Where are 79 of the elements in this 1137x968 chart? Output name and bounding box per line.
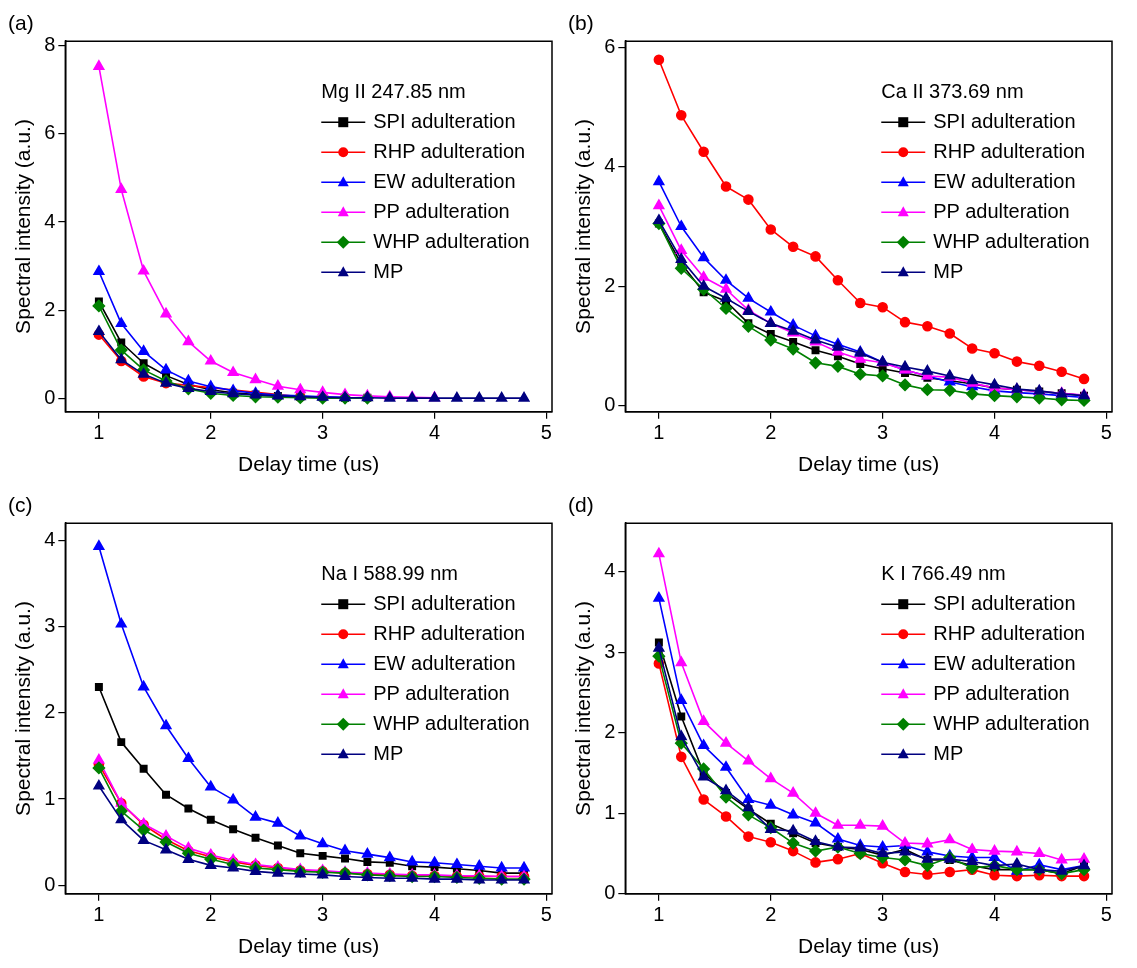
x-tick-label: 1 xyxy=(653,903,665,926)
x-tick-label: 5 xyxy=(540,421,552,444)
legend-label: RHP adulteration xyxy=(373,139,526,162)
chart-title: (d) xyxy=(568,493,594,517)
y-tick-label: 0 xyxy=(604,393,616,416)
legend-label: PP adulteration xyxy=(373,199,510,222)
y-tick-label: 2 xyxy=(44,297,56,320)
legend-title: K I 766.49 nm xyxy=(881,561,1006,584)
x-axis-title: Delay time (us) xyxy=(798,934,940,958)
y-tick-label: 6 xyxy=(44,121,56,144)
x-axis-title: Delay time (us) xyxy=(798,452,940,476)
legend-label: EW adulteration xyxy=(933,651,1076,674)
y-axis-title: Spectral intensity (a.u.) xyxy=(11,119,35,334)
legend-label: PP adulteration xyxy=(373,681,510,704)
x-tick-label: 4 xyxy=(428,421,441,444)
x-tick-label: 2 xyxy=(765,903,777,926)
legend-label: PP adulteration xyxy=(933,681,1070,704)
legend-label: EW adulteration xyxy=(933,169,1076,192)
x-tick-label: 4 xyxy=(988,421,1001,444)
y-tick-label: 4 xyxy=(44,209,56,232)
legend-label: MP xyxy=(933,741,964,764)
legend-label: MP xyxy=(373,741,404,764)
x-tick-label: 2 xyxy=(205,903,217,926)
legend-label: RHP adulteration xyxy=(933,621,1086,644)
legend-label: WHP adulteration xyxy=(933,229,1090,252)
legend-label: EW adulteration xyxy=(373,651,516,674)
legend-label: RHP adulteration xyxy=(373,621,526,644)
legend-label: MP xyxy=(933,259,964,282)
y-axis-title: Spectral intensity (a.u.) xyxy=(11,601,35,816)
x-tick-label: 3 xyxy=(317,903,329,926)
y-tick-label: 1 xyxy=(44,786,56,809)
legend-label: SPI adulteration xyxy=(933,109,1076,132)
y-tick-label: 6 xyxy=(604,34,616,57)
y-tick-label: 1 xyxy=(604,800,616,823)
x-tick-label: 3 xyxy=(317,421,329,444)
legend-title: Ca II 373.69 nm xyxy=(881,79,1024,102)
x-tick-label: 5 xyxy=(1100,421,1112,444)
legend-title: Na I 588.99 nm xyxy=(321,561,459,584)
x-tick-label: 5 xyxy=(540,903,552,926)
x-tick-label: 4 xyxy=(428,903,441,926)
y-tick-label: 8 xyxy=(44,33,56,56)
chart-title: (c) xyxy=(8,493,33,517)
x-axis-title: Delay time (us) xyxy=(238,934,380,958)
x-tick-label: 1 xyxy=(653,421,665,444)
legend-label: MP xyxy=(373,259,404,282)
x-tick-label: 1 xyxy=(93,421,105,444)
chart-title: (a) xyxy=(8,11,34,35)
x-tick-label: 2 xyxy=(765,421,777,444)
y-tick-label: 4 xyxy=(604,559,616,582)
y-tick-label: 2 xyxy=(44,700,56,723)
legend-label: SPI adulteration xyxy=(373,591,516,614)
legend-label: RHP adulteration xyxy=(933,139,1086,162)
y-tick-label: 0 xyxy=(44,386,56,409)
y-tick-label: 2 xyxy=(604,273,616,296)
legend-label: WHP adulteration xyxy=(933,711,1090,734)
chart-title: (b) xyxy=(568,11,594,35)
y-tick-label: 0 xyxy=(44,872,56,895)
y-tick-label: 4 xyxy=(44,527,56,550)
x-axis-title: Delay time (us) xyxy=(238,452,380,476)
x-tick-label: 5 xyxy=(1100,903,1112,926)
y-tick-label: 3 xyxy=(44,614,56,637)
y-tick-label: 0 xyxy=(604,881,616,904)
x-tick-label: 1 xyxy=(93,903,105,926)
legend-label: SPI adulteration xyxy=(933,591,1076,614)
legend-label: WHP adulteration xyxy=(373,229,530,252)
x-tick-label: 4 xyxy=(988,903,1001,926)
y-tick-label: 2 xyxy=(604,720,616,743)
y-tick-label: 3 xyxy=(604,639,616,662)
legend-label: EW adulteration xyxy=(373,169,516,192)
y-axis-title: Spectral intensity (a.u.) xyxy=(571,119,595,334)
x-tick-label: 2 xyxy=(205,421,217,444)
x-tick-label: 3 xyxy=(877,421,889,444)
y-axis-title: Spectral intensity (a.u.) xyxy=(571,601,595,816)
x-tick-label: 3 xyxy=(877,903,889,926)
legend-label: SPI adulteration xyxy=(373,109,516,132)
legend-title: Mg II 247.85 nm xyxy=(321,79,466,102)
legend-label: PP adulteration xyxy=(933,199,1070,222)
y-tick-label: 4 xyxy=(604,154,616,177)
legend-label: WHP adulteration xyxy=(373,711,530,734)
